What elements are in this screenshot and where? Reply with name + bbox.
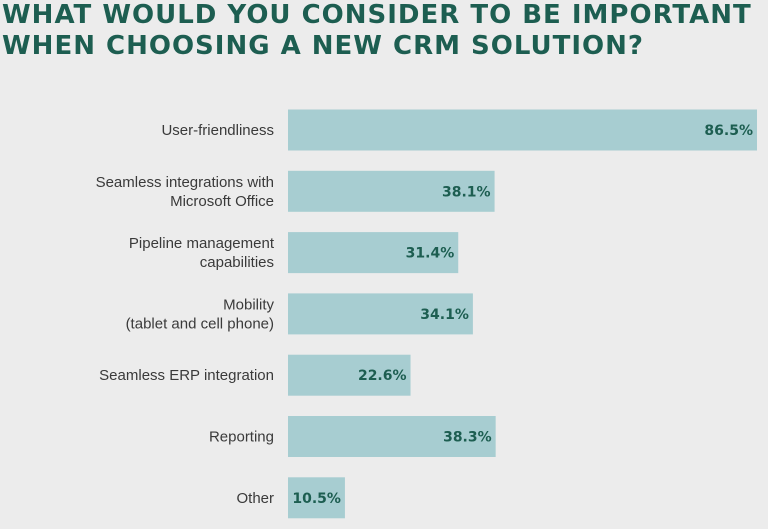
category-label-2: Pipeline management capabilities <box>129 235 275 271</box>
category-label-4: Seamless ERP integration <box>99 367 274 384</box>
category-label-3: Mobility (tablet and cell phone) <box>126 296 275 332</box>
value-label-2: 31.4% <box>406 246 455 262</box>
bar-6 <box>288 477 345 519</box>
value-label-6: 10.5% <box>292 491 341 507</box>
value-label-4: 22.6% <box>358 368 407 384</box>
bar-3 <box>288 293 473 335</box>
category-label-1: Seamless integrations with Microsoft Offi… <box>96 174 274 210</box>
category-label-0: User-friendliness <box>161 122 274 139</box>
bar-2 <box>288 232 459 274</box>
value-label-3: 34.1% <box>420 307 469 323</box>
category-label-6: Other <box>236 490 274 507</box>
bar-5 <box>288 416 496 457</box>
bar-4 <box>288 354 411 396</box>
value-label-1: 38.1% <box>442 184 491 200</box>
chart-title: WHAT WOULD YOU CONSIDER TO BE IMPORTANT … <box>2 0 752 61</box>
bar-1 <box>288 170 495 212</box>
value-label-0: 86.5% <box>704 123 753 139</box>
value-label-5: 38.3% <box>443 430 492 446</box>
bar-0 <box>288 109 757 151</box>
category-label-5: Reporting <box>209 429 274 446</box>
